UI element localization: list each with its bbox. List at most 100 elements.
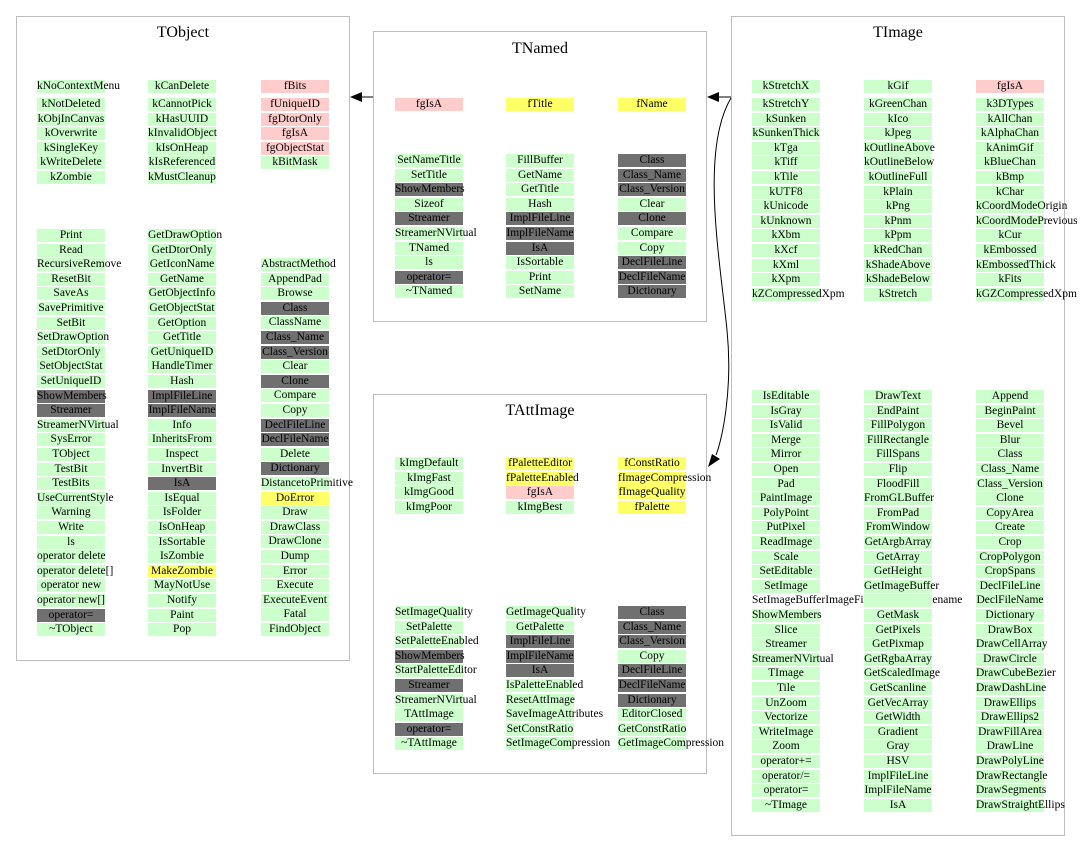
member-cell: CropSpans	[976, 565, 1044, 579]
member-cell: GetName	[506, 168, 574, 182]
member-cell: kImgDefault	[395, 457, 463, 470]
member-cell: DeclFileName	[976, 594, 1044, 608]
member-cell: ReadImage	[752, 536, 820, 549]
member-cell: ~TNamed	[395, 285, 463, 299]
member-cell: fConstRatio	[618, 457, 686, 470]
member-cell: Paint	[148, 608, 216, 622]
member-cell: GetDtorOnly	[148, 243, 216, 257]
member-cell: Compare	[618, 227, 686, 240]
member-cell: Dictionary	[261, 462, 329, 476]
member-cell: Streamer	[395, 679, 463, 692]
member-cell: CopyArea	[976, 506, 1044, 520]
member-cell: kGZCompressedXpm	[976, 287, 1077, 301]
member-cell: Delete	[261, 447, 329, 461]
member-cell: kZCompressedXpm	[752, 287, 845, 301]
member-cell: Hash	[506, 197, 574, 211]
member-cell: DeclFileLine	[618, 664, 686, 678]
member-cell: kStretchX	[752, 80, 820, 93]
member-cell: DrawDashLine	[976, 682, 1047, 695]
member-cell: SetNameTitle	[395, 154, 463, 167]
member-cell: IsPaletteEnabled	[506, 679, 584, 692]
member-cell: kCoordModePrevious	[976, 214, 1078, 228]
member-cell: Print	[506, 270, 574, 284]
member-cell: IsA	[506, 241, 574, 255]
member-cell: Dump	[261, 550, 329, 563]
member-cell: Flip	[864, 463, 932, 476]
member-cell: Gray	[864, 740, 932, 754]
member-cell: DrawSegments	[976, 784, 1047, 798]
member-cell: Copy	[261, 404, 329, 417]
member-cell: kUTF8	[752, 185, 820, 199]
class-title-tattimage: TAttImage	[505, 402, 575, 419]
member-cell: Notify	[148, 594, 216, 607]
member-cell: kNotDeleted	[37, 98, 105, 111]
member-cell: operator/=	[752, 769, 820, 783]
member-cell: Clone	[618, 212, 686, 226]
member-cell: GetUniqueID	[148, 345, 216, 359]
member-cell: operator delete	[37, 550, 106, 564]
member-cell: DrawBox	[976, 623, 1044, 637]
member-cell: fName	[618, 98, 686, 111]
member-cell: kSunken	[752, 112, 820, 126]
member-cell: SetImageBufferImageFileTypeFromFilename	[752, 594, 962, 607]
member-cell: GetIconName	[148, 258, 216, 272]
member-cell: DrawStraightEllips	[976, 798, 1065, 812]
member-cell: Clone	[261, 374, 329, 388]
member-cell: fgIsA	[506, 486, 574, 500]
member-cell: DrawFillArea	[976, 725, 1044, 739]
member-cell: StreamerNVirtual	[395, 227, 477, 240]
member-cell: GetWidth	[864, 711, 932, 725]
member-cell: StreamerNVirtual	[37, 418, 119, 432]
member-cell: ImplFileLine	[864, 769, 932, 783]
member-cell: Class_Name	[261, 331, 329, 344]
member-cell: kZombie	[37, 171, 105, 184]
member-cell: kWriteDelete	[37, 156, 105, 170]
member-cell: kSingleKey	[37, 141, 105, 155]
member-cell: kCanDelete	[148, 80, 216, 93]
member-cell: IsGray	[752, 404, 820, 418]
class-title-timage: TImage	[873, 24, 923, 41]
member-cell: Pad	[752, 477, 820, 491]
member-cell: FillSpans	[864, 448, 932, 462]
member-cell: TAttImage	[395, 708, 463, 722]
member-cell: DrawClass	[261, 520, 329, 534]
member-cell: kOutlineAbove	[864, 141, 935, 155]
member-cell: fImageCompression	[618, 471, 712, 485]
member-cell: kXpm	[752, 273, 820, 287]
member-cell: fgIsA	[395, 98, 463, 111]
member-cell: kShadeAbove	[864, 258, 932, 272]
member-cell: IsOnHeap	[148, 521, 216, 534]
member-cell: ~TImage	[752, 798, 820, 812]
member-cell: Dictionary	[618, 693, 686, 707]
member-cell: IsEditable	[752, 390, 820, 403]
member-cell: Open	[752, 463, 820, 476]
member-cell: ImplFileName	[506, 649, 574, 663]
member-cell: fgIsA	[261, 127, 329, 141]
member-cell: TestBits	[37, 477, 105, 491]
member-cell: kCur	[976, 229, 1044, 243]
member-cell: DistancetoPrimitive	[261, 477, 353, 490]
member-cell: Warning	[37, 506, 105, 520]
member-cell: kRedChan	[864, 244, 932, 257]
member-cell: ImplFileLine	[148, 389, 216, 403]
member-cell: Hash	[148, 375, 216, 388]
member-cell: GetPalette	[506, 620, 574, 634]
member-cell: GetImageCompression	[618, 737, 725, 751]
member-cell: DrawEllips2	[976, 711, 1044, 725]
member-cell: GetPixels	[864, 623, 932, 637]
member-cell: ImplFileLine	[506, 212, 574, 226]
member-cell: IsEqual	[148, 491, 216, 505]
member-cell: DeclFileLine	[618, 256, 686, 270]
member-cell: DrawClone	[261, 535, 329, 549]
member-cell: GetMask	[864, 609, 932, 622]
member-cell: GetArray	[864, 550, 932, 564]
member-cell: ImplFileName	[506, 227, 574, 240]
member-cell: kXbm	[752, 229, 820, 243]
member-cell: ImplFileLine	[506, 635, 574, 649]
member-cell: DrawRectangle	[976, 769, 1048, 783]
member-cell: kObjInCanvas	[37, 112, 105, 126]
member-cell: kUnknown	[752, 214, 820, 228]
member-cell: GetRgbaArray	[864, 652, 932, 666]
member-cell: Class_Version	[618, 635, 686, 649]
member-cell: IsValid	[752, 419, 820, 433]
